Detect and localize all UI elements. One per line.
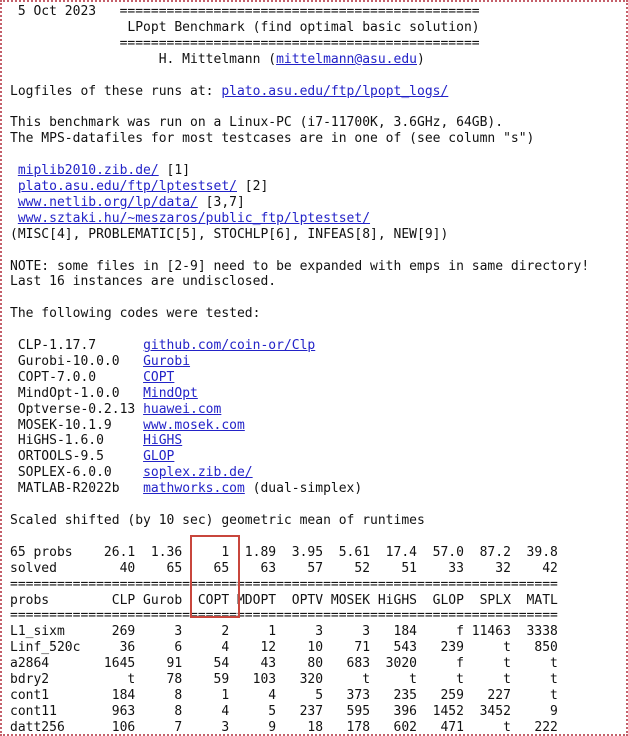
link-mosek[interactable]: www.mosek.com [143, 417, 245, 433]
link-huawei[interactable]: huawei.com [143, 401, 222, 417]
link-miplib2010[interactable]: miplib2010.zib.de/ [17, 163, 159, 179]
link-highs[interactable]: HiGHS [143, 433, 183, 449]
link-sztaki-meszaros[interactable]: www.sztaki.hu/~meszaros/public_ftp/lptes… [17, 210, 371, 226]
link-mittelmann-email[interactable]: mittelmann@asu.edu [276, 51, 417, 67]
link-mindopt[interactable]: MindOpt [143, 385, 198, 401]
link-clp-github[interactable]: github.com/coin-or/Clp [143, 338, 316, 354]
link-glop[interactable]: GLOP [143, 449, 175, 465]
link-netlib-lp-data[interactable]: www.netlib.org/lp/data/ [17, 194, 198, 210]
link-gurobi[interactable]: Gurobi [143, 353, 191, 369]
link-lptestset[interactable]: plato.asu.edu/ftp/lptestset/ [17, 178, 237, 194]
link-soplex[interactable]: soplex.zib.de/ [143, 465, 253, 481]
link-mathworks[interactable]: mathworks.com [143, 481, 245, 497]
link-lpopt-logs[interactable]: plato.asu.edu/ftp/lpopt_logs/ [221, 83, 449, 99]
link-copt[interactable]: COPT [143, 369, 175, 385]
